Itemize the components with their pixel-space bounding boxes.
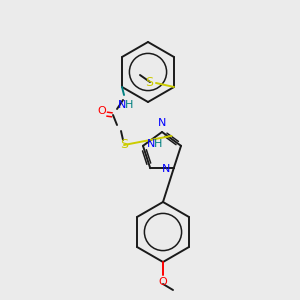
Text: S: S [145,76,153,88]
Text: H: H [154,139,162,149]
Text: N: N [161,164,170,174]
Text: H: H [125,100,133,110]
Text: N: N [147,139,155,149]
Text: N: N [118,100,126,110]
Text: O: O [98,106,106,116]
Text: O: O [159,277,167,287]
Text: N: N [158,118,166,128]
Text: S: S [120,139,128,152]
